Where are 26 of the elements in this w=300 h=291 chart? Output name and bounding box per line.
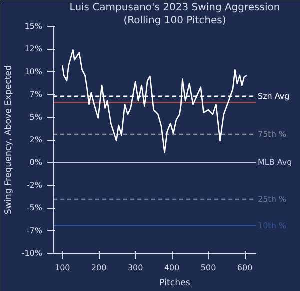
ref-line-label: MLB Avg (258, 158, 292, 168)
y-tick-label: 7% (30, 90, 43, 100)
y-tick-label: -2% (26, 180, 43, 190)
x-tick-label: 400 (164, 264, 180, 272)
y-tick-label: 15% (24, 22, 43, 31)
chart-title: Luis Campusano's 2023 Swing Aggression (70, 2, 280, 14)
ref-line-label: 75th % (258, 130, 287, 140)
x-tick-label: 100 (54, 264, 70, 272)
y-tick-label: -10% (22, 249, 43, 258)
y-tick-label: 12% (24, 44, 43, 54)
x-tick-label: 500 (200, 264, 216, 272)
y-axis-title: Swing Frequency, Above Expected (4, 65, 14, 215)
chart-subtitle: (Rolling 100 Pitches) (124, 16, 226, 26)
ref-line-label: 25th % (258, 194, 287, 204)
x-tick-label: 600 (237, 264, 253, 272)
y-tick-label: 2% (30, 136, 43, 144)
x-tick-label: 300 (128, 264, 144, 272)
y-tick-label: -5% (26, 204, 43, 213)
x-tick-label: 200 (91, 264, 107, 272)
x-axis-title: Pitches (160, 278, 191, 288)
ref-line-label: Szn Avg (258, 92, 290, 101)
y-tick-label: 5% (30, 112, 43, 122)
y-tick-label: 0% (30, 158, 43, 168)
y-tick-label: -7% (26, 226, 43, 236)
y-tick-label: 10% (24, 67, 43, 76)
ref-line-label: 10th % (258, 221, 287, 230)
